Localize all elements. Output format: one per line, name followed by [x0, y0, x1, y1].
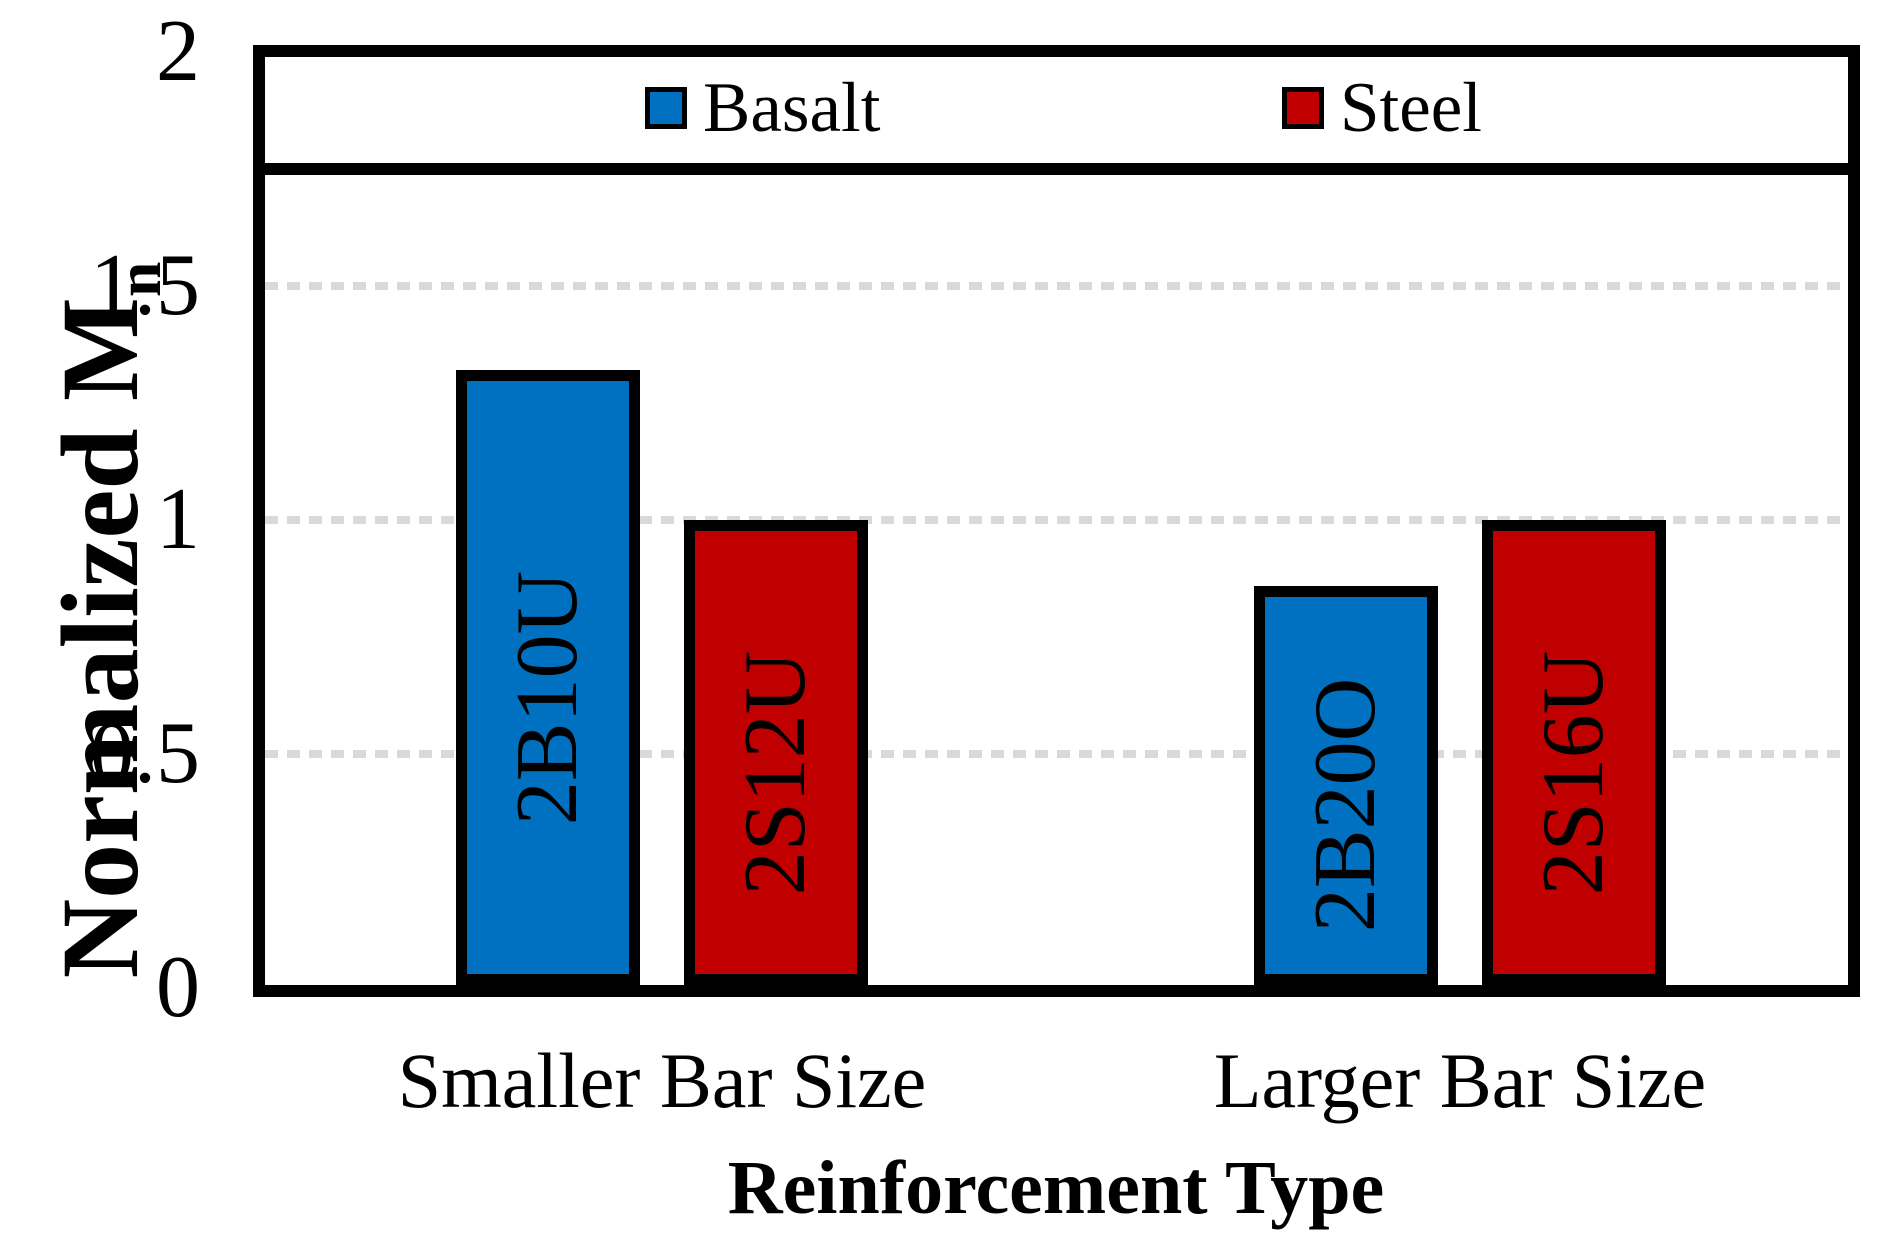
plot-area-border — [253, 45, 1860, 997]
y-tick-label-1: 1 — [156, 471, 200, 568]
bar-label-2S12U: 2S12U — [727, 650, 824, 895]
x-category-label-2: Larger Bar Size — [1213, 1037, 1707, 1124]
legend-entry-steel: Steel — [1282, 69, 1482, 147]
bar-2S16U — [1482, 520, 1666, 985]
legend-label: Basalt — [703, 69, 881, 147]
legend-divider-line — [265, 163, 1848, 175]
bar-2S12U — [684, 520, 868, 985]
bar-label-2B10U: 2B10U — [499, 570, 596, 825]
gridline-0.5 — [265, 750, 1848, 758]
legend-swatch-icon — [1282, 87, 1324, 129]
legend-entry-basalt: Basalt — [645, 69, 881, 147]
bar-label-2S16U: 2S16U — [1525, 650, 1622, 895]
gridline-1 — [265, 516, 1848, 524]
y-axis-title-text: Normalized M — [39, 297, 161, 979]
y-tick-label-1.5: 1.5 — [90, 237, 200, 334]
gridline-1.5 — [265, 282, 1848, 290]
x-axis-title: Reinforcement Type — [727, 1146, 1385, 1230]
x-category-label-1: Smaller Bar Size — [397, 1037, 927, 1124]
legend-swatch-icon — [645, 87, 687, 129]
y-tick-label-0: 0 — [156, 939, 200, 1036]
bar-2B20O — [1254, 585, 1438, 985]
y-tick-label-0.5: 0.5 — [90, 705, 200, 802]
bar-label-2B20O: 2B20O — [1297, 678, 1394, 933]
legend-label: Steel — [1340, 69, 1482, 147]
bar-2B10U — [456, 370, 640, 985]
y-tick-label-2: 2 — [156, 3, 200, 100]
y-axis-title: Normalized Mn — [39, 262, 174, 979]
